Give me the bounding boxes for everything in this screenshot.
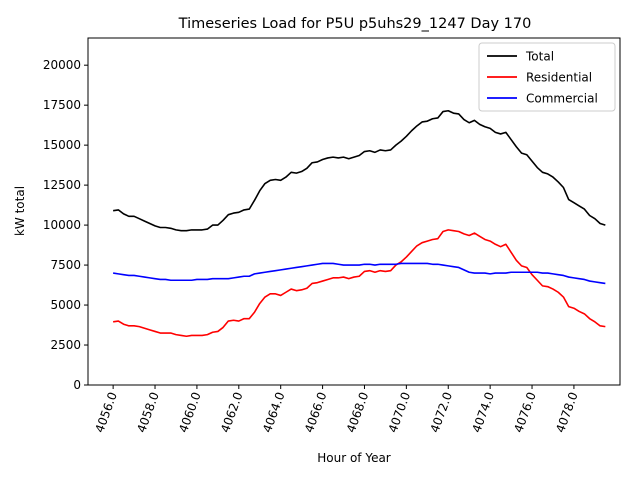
- series-line-total: [113, 109, 606, 232]
- y-tick-label: 12500: [43, 178, 81, 192]
- plot-frame: [87, 37, 621, 386]
- y-tick-label: 5000: [50, 298, 81, 312]
- chart-title: Timeseries Load for P5U p5uhs29_1247 Day…: [178, 16, 532, 32]
- series-line-commercial: [113, 262, 606, 285]
- y-tick-label: 15000: [43, 138, 81, 152]
- y-tick-label: 17500: [43, 98, 81, 112]
- y-axis-label: kW total: [13, 186, 27, 236]
- legend-label-total: Total: [525, 50, 554, 64]
- y-tick-label: 0: [73, 378, 81, 392]
- series-layer: [113, 109, 606, 338]
- legend-label-commercial: Commercial: [526, 92, 598, 106]
- series-line-residential: [113, 229, 606, 338]
- legend-frame: [478, 42, 616, 112]
- y-tick-label: 7500: [50, 258, 81, 272]
- legend-label-residential: Residential: [526, 71, 592, 85]
- y-tick-label: 20000: [43, 58, 81, 72]
- y-tick-label: 2500: [50, 338, 81, 352]
- x-axis-label: Hour of Year: [317, 451, 391, 465]
- legend: Total Residential Commercial: [478, 42, 616, 112]
- y-tick-label: 10000: [43, 218, 81, 232]
